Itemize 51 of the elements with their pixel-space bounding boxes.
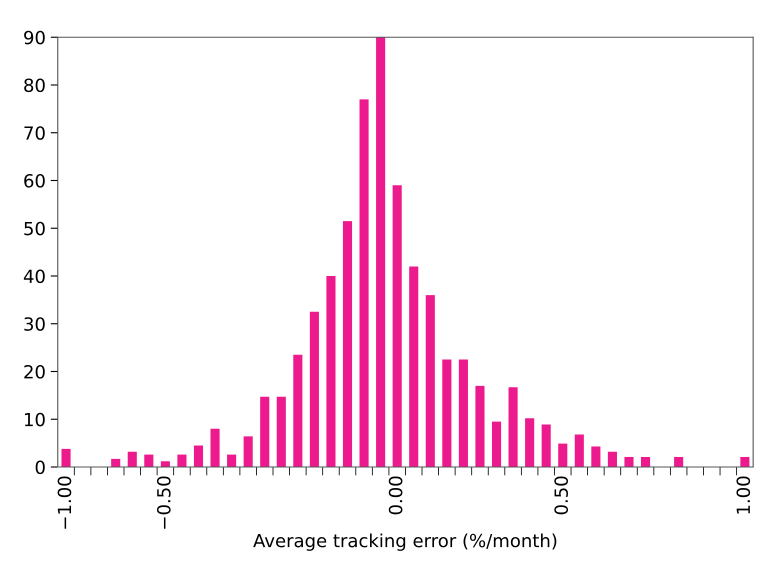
x-tick-label: −1.00 bbox=[58, 476, 72, 529]
bar bbox=[360, 99, 369, 467]
y-tick-label: 20 bbox=[24, 364, 45, 379]
bar bbox=[608, 452, 617, 467]
y-tick-label: 90 bbox=[24, 30, 45, 44]
y-tick-label: 60 bbox=[24, 174, 45, 188]
bar bbox=[475, 386, 485, 467]
bar bbox=[426, 295, 435, 467]
bar bbox=[409, 266, 418, 467]
bar bbox=[542, 424, 551, 467]
bar bbox=[194, 446, 204, 467]
bar bbox=[624, 456, 634, 467]
y-tick-label: 40 bbox=[24, 269, 45, 284]
bar bbox=[244, 436, 253, 467]
y-tick-label: 0 bbox=[36, 460, 45, 474]
bar bbox=[376, 37, 386, 467]
bar bbox=[326, 276, 336, 467]
y-tick-label: 10 bbox=[24, 412, 45, 426]
x-axis-title: Average tracking error (%/month) bbox=[253, 533, 556, 551]
bar bbox=[293, 354, 302, 467]
y-tick-label: 30 bbox=[24, 317, 45, 331]
bar bbox=[128, 452, 137, 467]
x-tick-label: 1.00 bbox=[736, 476, 750, 514]
bar bbox=[574, 434, 584, 467]
bar bbox=[310, 312, 319, 467]
y-tick-label: 50 bbox=[24, 222, 45, 236]
bar bbox=[442, 360, 452, 467]
bar bbox=[640, 456, 650, 467]
bar bbox=[260, 396, 270, 467]
x-tick-label: 0.50 bbox=[554, 476, 568, 514]
x-tick-label: −0.50 bbox=[156, 476, 171, 529]
bar bbox=[674, 456, 684, 467]
x-tick-label: 0.00 bbox=[388, 476, 402, 514]
bar bbox=[61, 448, 71, 467]
y-tick-label: 80 bbox=[24, 78, 45, 92]
bar bbox=[227, 454, 236, 467]
bar bbox=[392, 185, 402, 467]
bar bbox=[740, 456, 750, 467]
bar bbox=[458, 360, 468, 467]
bar bbox=[508, 387, 518, 467]
bar bbox=[144, 454, 154, 467]
bar bbox=[525, 418, 534, 467]
bar bbox=[342, 221, 352, 467]
bar bbox=[111, 458, 120, 467]
bar bbox=[492, 422, 502, 467]
bar bbox=[210, 428, 220, 467]
bar bbox=[177, 454, 186, 467]
bar bbox=[558, 444, 568, 467]
y-tick-label: 70 bbox=[24, 126, 45, 140]
bar bbox=[276, 396, 286, 467]
bar bbox=[591, 446, 600, 467]
